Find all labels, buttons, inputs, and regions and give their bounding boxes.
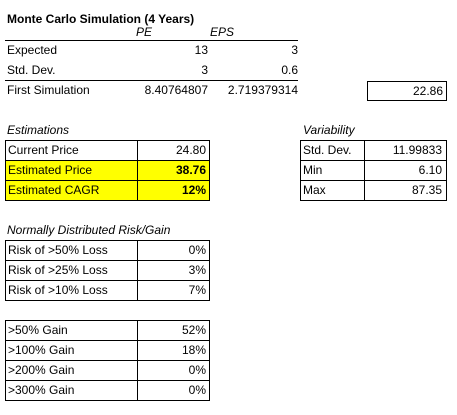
estimated-cagr-row: Estimated CAGR 12% — [6, 181, 209, 200]
gain-50-label: >50% Gain — [8, 323, 68, 337]
stddev-divider — [5, 80, 298, 81]
variability-max-row: Max 87.35 — [301, 181, 446, 201]
variability-stddev-value: 11.99833 — [392, 143, 442, 157]
header-divider — [5, 40, 298, 41]
current-price-row: Current Price 24.80 — [6, 141, 209, 161]
risk-25-row: Risk of >25% Loss 3% — [6, 261, 209, 281]
expected-label: Expected — [7, 43, 58, 57]
page-title: Monte Carlo Simulation (4 Years) — [7, 12, 195, 26]
estimations-table: Current Price 24.80 Estimated Price 38.7… — [5, 140, 210, 201]
variability-max-label: Max — [303, 183, 326, 197]
stddev-label: Std. Dev. — [7, 63, 56, 77]
first-result-value: 22.86 — [412, 84, 443, 98]
pe-column-header: PE — [135, 25, 152, 39]
risk-50-label: Risk of >50% Loss — [8, 243, 108, 257]
gain-200-row: >200% Gain 0% — [6, 361, 209, 381]
expected-pe: 13 — [194, 43, 208, 57]
estimated-price-row: Estimated Price 38.76 — [6, 161, 209, 180]
gain-100-value: 18% — [181, 343, 206, 357]
variability-min-row: Min 6.10 — [301, 161, 446, 181]
estimated-cagr-value: 12% — [181, 183, 206, 197]
estimated-price-label: Estimated Price — [8, 163, 93, 177]
variability-min-value: 6.10 — [418, 163, 442, 177]
risk-50-row: Risk of >50% Loss 0% — [6, 241, 209, 261]
gain-100-label: >100% Gain — [8, 343, 75, 357]
gain-300-label: >300% Gain — [8, 383, 75, 397]
estimated-cagr-label: Estimated CAGR — [8, 183, 100, 197]
variability-max-value: 87.35 — [411, 183, 442, 197]
variability-stddev-label: Std. Dev. — [303, 143, 352, 157]
risk-50-value: 0% — [188, 243, 206, 257]
gain-300-value: 0% — [188, 383, 206, 397]
first-simulation-label: First Simulation — [7, 83, 90, 97]
risk-25-label: Risk of >25% Loss — [8, 263, 108, 277]
gain-300-row: >300% Gain 0% — [6, 381, 209, 401]
stddev-eps: 0.6 — [281, 63, 298, 77]
eps-column-header: EPS — [209, 25, 234, 39]
first-result-box: 22.86 — [367, 81, 447, 101]
gain-50-value: 52% — [181, 323, 206, 337]
risk-10-value: 7% — [188, 283, 206, 297]
risk-25-value: 3% — [188, 263, 206, 277]
current-price-value: 24.80 — [175, 143, 206, 157]
risk-10-row: Risk of >10% Loss 7% — [6, 281, 209, 301]
gain-200-label: >200% Gain — [8, 363, 75, 377]
variability-stddev-row: Std. Dev. 11.99833 — [301, 141, 446, 161]
estimations-heading: Estimations — [7, 123, 70, 137]
current-price-label: Current Price — [8, 143, 79, 157]
gain-200-value: 0% — [188, 363, 206, 377]
first-simulation-pe: 8.40764807 — [144, 83, 208, 97]
variability-heading: Variability — [303, 123, 355, 137]
risk-heading: Normally Distributed Risk/Gain — [7, 223, 171, 237]
variability-min-label: Min — [303, 163, 323, 177]
expected-eps: 3 — [291, 43, 298, 57]
risk-10-label: Risk of >10% Loss — [8, 283, 108, 297]
gain-table: >50% Gain 52% >100% Gain 18% >200% Gain … — [5, 320, 210, 401]
gain-100-row: >100% Gain 18% — [6, 341, 209, 361]
first-simulation-eps: 2.719379314 — [227, 83, 298, 97]
gain-50-row: >50% Gain 52% — [6, 321, 209, 341]
stddev-pe: 3 — [201, 63, 208, 77]
risk-table: Risk of >50% Loss 0% Risk of >25% Loss 3… — [5, 240, 210, 301]
estimated-price-value: 38.76 — [175, 163, 206, 177]
variability-table: Std. Dev. 11.99833 Min 6.10 Max 87.35 — [300, 140, 447, 201]
